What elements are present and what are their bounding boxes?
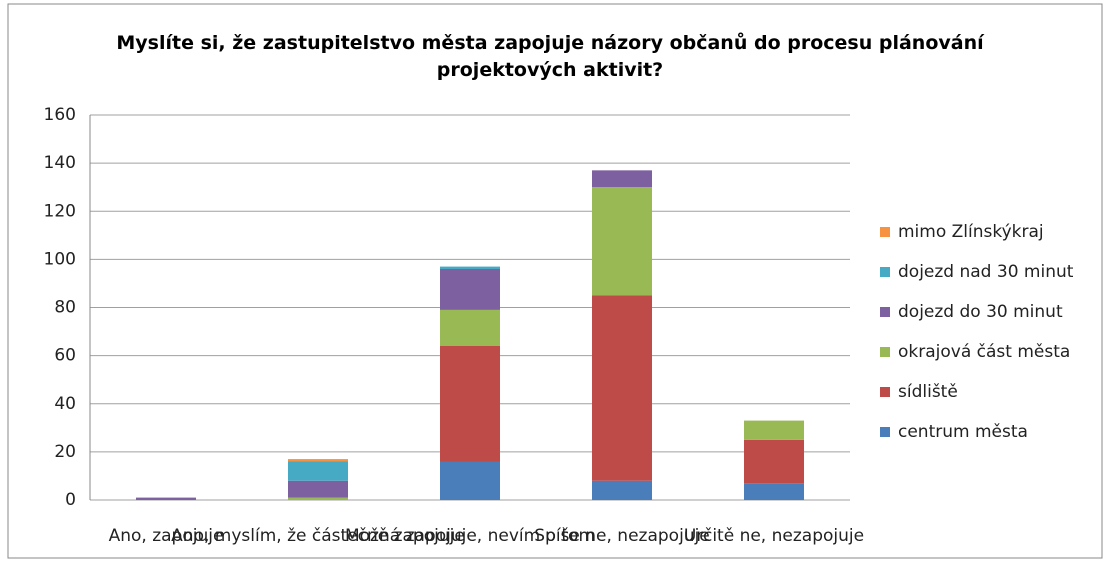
bar-segment (136, 497, 196, 500)
x-tick-label: Ano, zapojuje (109, 526, 224, 546)
y-tick-label: 80 (54, 298, 76, 318)
bar-segment (440, 346, 500, 462)
bar-segment (592, 480, 652, 500)
bar-segment (288, 459, 348, 462)
x-tick-label: Ano, myslím, že částečně zapojuje (171, 526, 465, 546)
legend-swatch (880, 307, 890, 317)
x-tick-label: Určitě ne, nezapojuje (684, 526, 864, 546)
bar-segment (592, 187, 652, 296)
legend-swatch (880, 427, 890, 437)
legend-swatch (880, 227, 890, 237)
legend-label: okrajová část města (898, 342, 1070, 362)
bar-segment (440, 309, 500, 346)
legend-label: sídliště (898, 382, 958, 402)
y-tick-label: 120 (44, 201, 76, 221)
legend-label: mimo Zlínskýkraj (898, 222, 1044, 242)
y-tick-label: 0 (65, 490, 76, 510)
x-tick-label: Možná zapojuje, nevím o tom (345, 526, 595, 546)
bar-segment (288, 461, 348, 481)
chart-title: Myslíte si, že zastupitelstvo města zapo… (116, 32, 984, 81)
legend-swatch (880, 267, 890, 277)
bar-segment (440, 269, 500, 310)
bar-segment (592, 295, 652, 481)
y-tick-label: 100 (44, 249, 76, 269)
y-tick-label: 60 (54, 346, 76, 366)
bar-segment (288, 480, 348, 498)
bar-segment (744, 483, 804, 500)
legend-swatch (880, 387, 890, 397)
bar-segment (440, 266, 500, 269)
bar-segment (440, 461, 500, 500)
bar-segment (288, 497, 348, 500)
chart-border (7, 3, 1103, 559)
bar-segment (744, 439, 804, 484)
legend-swatch (880, 347, 890, 357)
legend-label: centrum města (898, 422, 1028, 442)
bar-segment (744, 420, 804, 440)
y-tick-label: 160 (44, 105, 76, 125)
legend-label: dojezd nad 30 minut (898, 262, 1074, 282)
bar-segment (592, 170, 652, 188)
y-tick-label: 20 (54, 442, 76, 462)
y-tick-label: 40 (54, 394, 76, 414)
x-tick-label: Spíše ne, nezapojuje (534, 526, 710, 546)
y-tick-label: 140 (44, 153, 76, 173)
legend-label: dojezd do 30 minut (898, 302, 1063, 322)
